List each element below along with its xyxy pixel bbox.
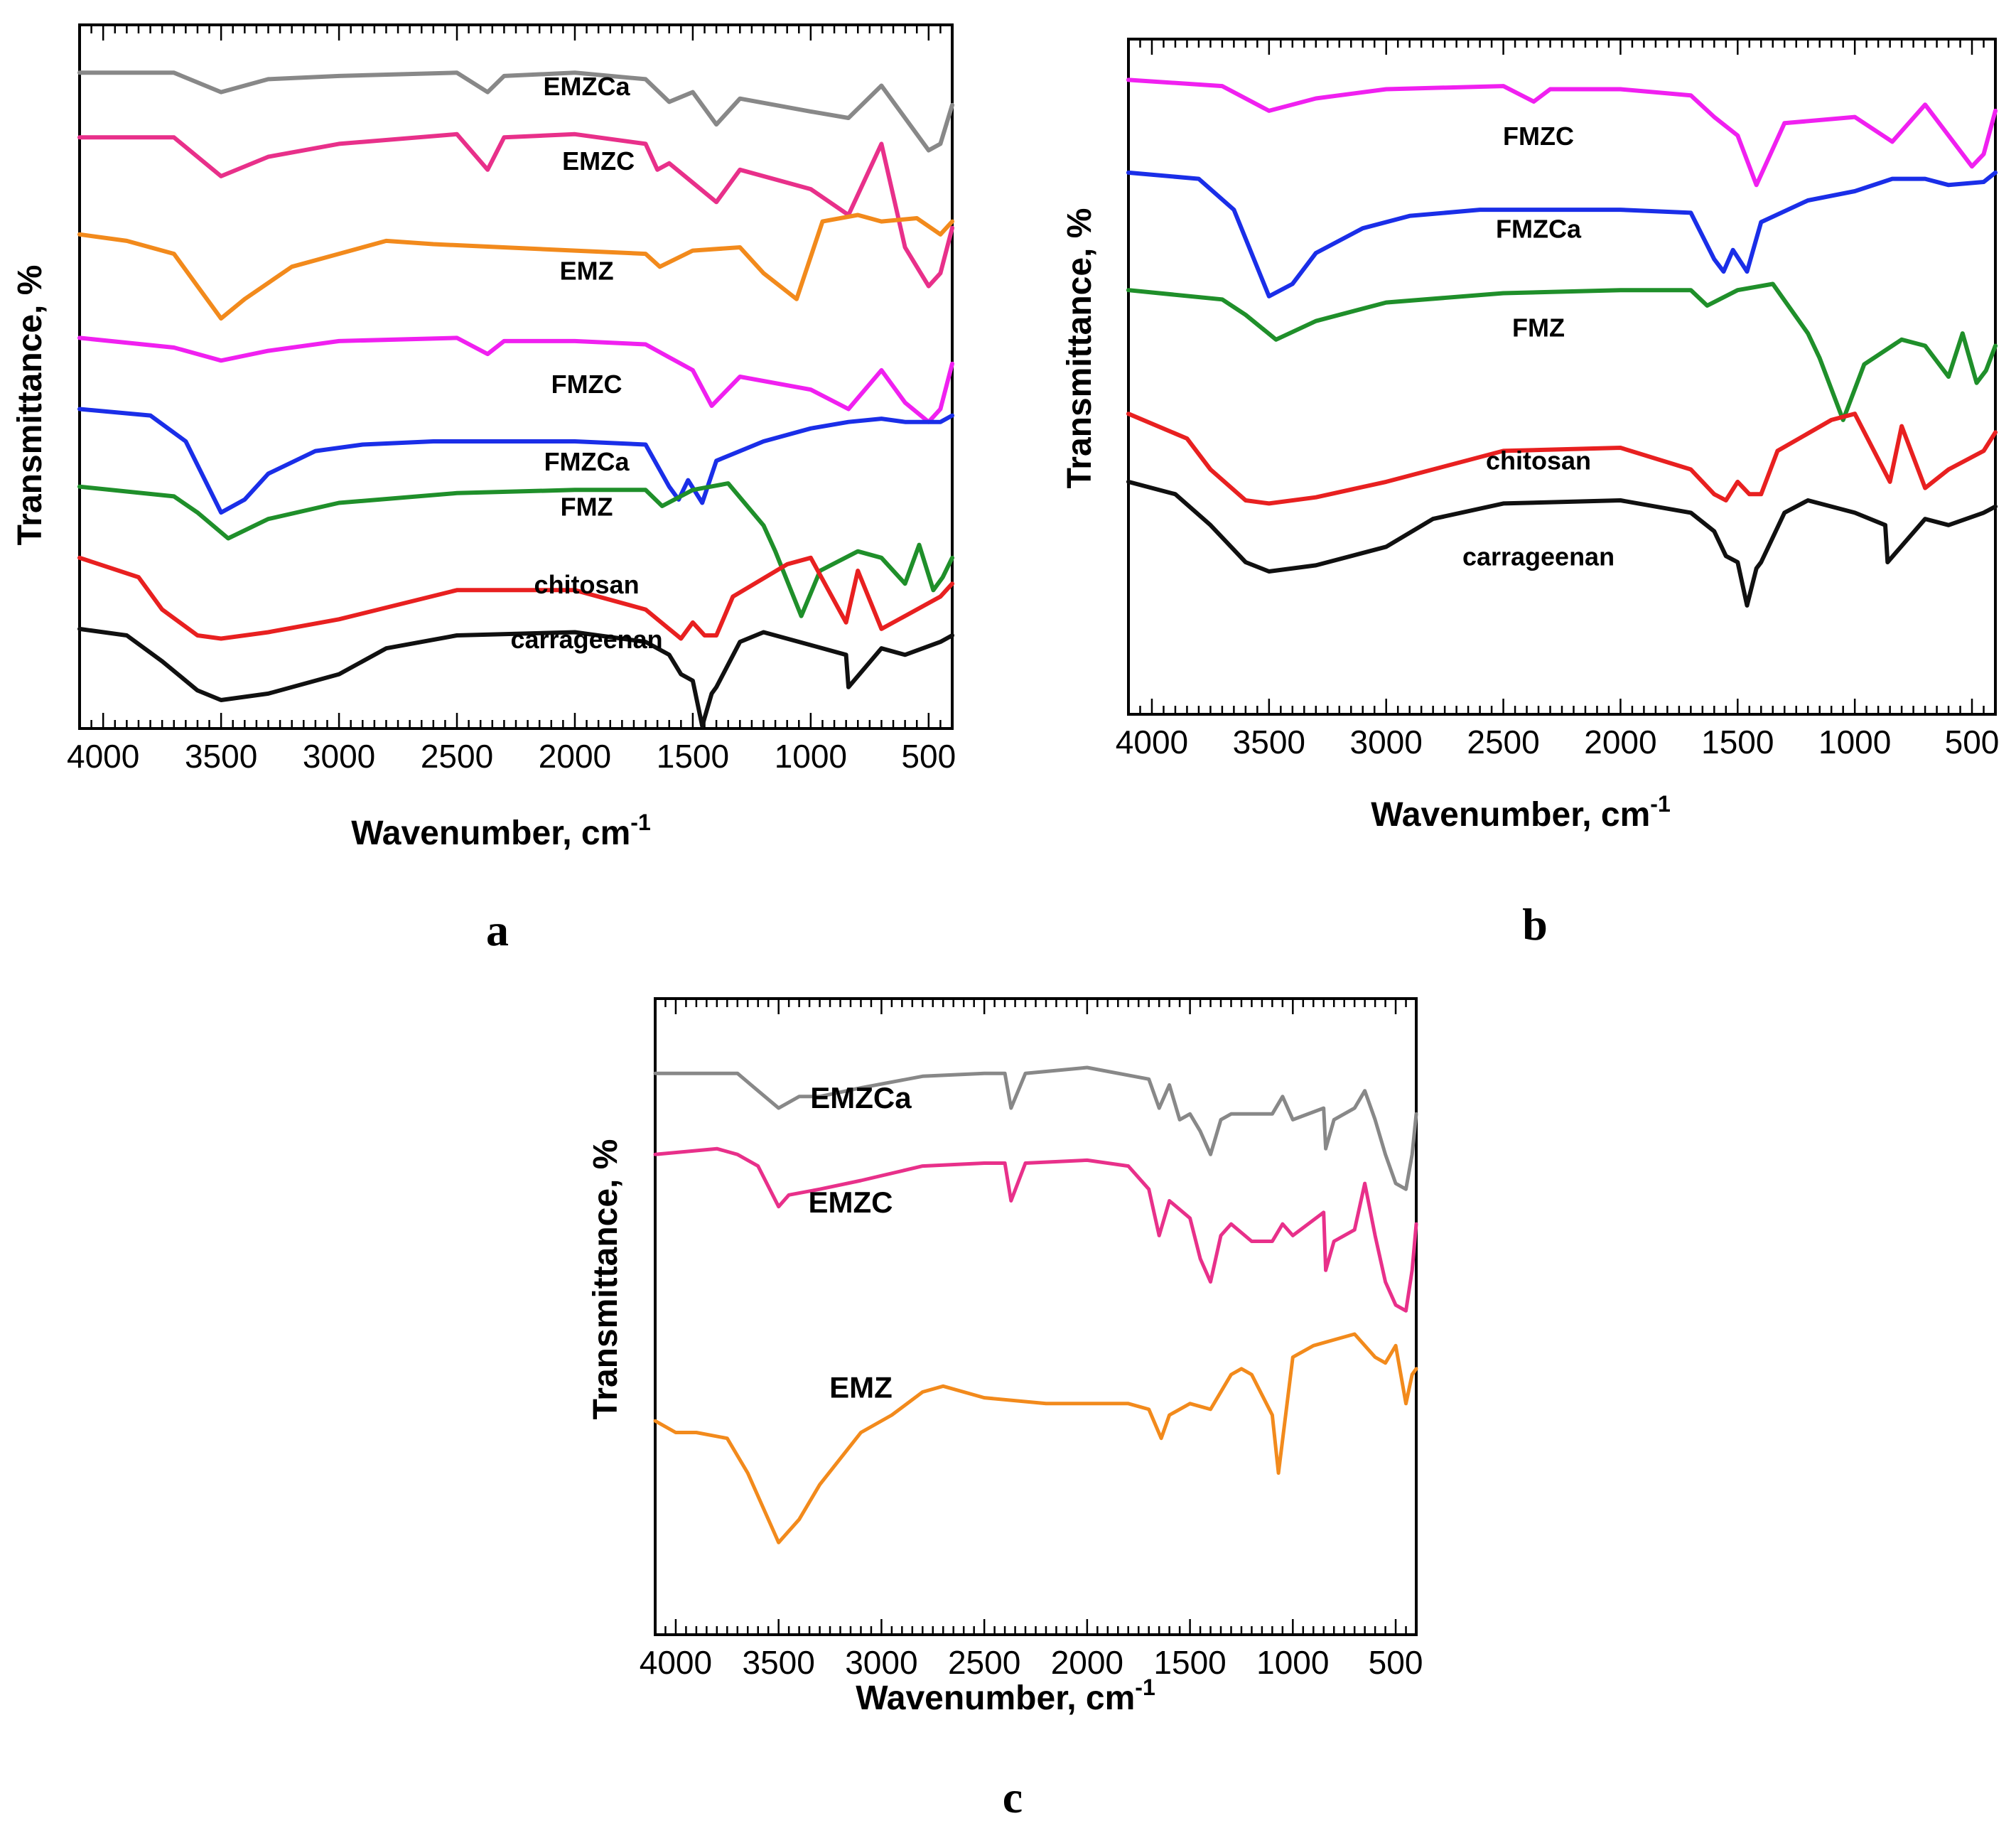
x-tick-label: 3000	[845, 1644, 917, 1681]
x-tick-label: 1500	[1153, 1644, 1226, 1681]
x-tick-label: 1000	[1256, 1644, 1329, 1681]
series-label-emzca: EMZCa	[810, 1081, 912, 1114]
series-label-fmzca: FMZCa	[544, 447, 630, 476]
chart-panel-c: 4000 3500 3000 2500 2000 1500 1000 500 Wavenumbe…	[587, 997, 1423, 1822]
series-line-carrageenan	[1126, 479, 1998, 608]
x-tick-label: 2000	[539, 738, 611, 775]
series-label-emzca: EMZCa	[544, 72, 631, 101]
x-axis-title: Wavenumber, cm-1	[1371, 791, 1670, 834]
series-label-emz: EMZ	[560, 257, 614, 286]
series-label-fmzc: FMZC	[551, 370, 622, 399]
series-label-carrageenan: carrageenan	[511, 625, 663, 654]
x-tick-label: 2000	[1584, 724, 1656, 760]
series-line-fmzc	[1126, 77, 1998, 188]
x-tick-label: 3500	[1233, 724, 1305, 760]
series-label-chitosan: chitosan	[1486, 446, 1591, 475]
x-tick-label: 1000	[1818, 724, 1891, 760]
x-tick-label: 4000	[1116, 724, 1188, 760]
series-label-fmz: FMZ	[561, 493, 613, 522]
x-tick-label: 2000	[1051, 1644, 1123, 1681]
series-label-fmzc: FMZC	[1503, 122, 1574, 151]
plot-frame	[78, 23, 954, 730]
series-line-emzca	[77, 70, 954, 153]
chart-panel-b: 4000 3500 3000 2500 2000 1500 1000 500 Wavenumbe…	[1061, 38, 2000, 950]
x-tick-label: 2500	[948, 1644, 1020, 1681]
panel-letter: c	[1003, 1772, 1023, 1822]
series-line-emz	[77, 213, 954, 321]
x-tick-label: 500	[901, 738, 956, 775]
series-line-fmzc	[77, 335, 954, 424]
series-label-fmzca: FMZCa	[1496, 214, 1582, 243]
chart-panel-a: 4000 3500 3000 2500 2000 1500 1000 500 Wavenumbe…	[11, 23, 956, 955]
x-tick-label: 1000	[775, 738, 847, 775]
x-minor-ticks	[1127, 39, 1997, 714]
x-tick-label: 3000	[303, 738, 375, 775]
x-tick-label: 3000	[1350, 724, 1423, 760]
x-tick-label: 4000	[67, 738, 139, 775]
series-label-emz: EMZ	[829, 1371, 893, 1404]
plot-frame	[654, 997, 1418, 1636]
y-axis-title: Transmittance, %	[587, 1139, 625, 1420]
x-tick-label: 500	[1945, 724, 2000, 760]
x-tick-label: 3500	[185, 738, 257, 775]
panel-letter: a	[486, 905, 509, 955]
x-minor-ticks	[654, 999, 1418, 1635]
series-line-fmz	[1126, 281, 1998, 422]
y-axis-title: Transmittance, %	[11, 265, 49, 546]
x-minor-ticks	[78, 25, 954, 729]
x-tick-label: 1500	[657, 738, 729, 775]
series-line-chitosan	[1126, 412, 1998, 506]
x-tick-label: 500	[1369, 1644, 1423, 1681]
series-label-carrageenan: carrageenan	[1462, 542, 1615, 571]
x-tick-label: 2500	[421, 738, 493, 775]
series-line-emz	[653, 1332, 1418, 1544]
series-line-emzca	[653, 1065, 1418, 1191]
x-tick-label: 1500	[1701, 724, 1774, 760]
series-label-chitosan: chitosan	[534, 570, 640, 599]
y-axis-title: Transmittance, %	[1061, 208, 1099, 489]
series-line-fmzca	[1126, 170, 1998, 299]
series-line-carrageenan	[77, 626, 954, 729]
series-line-fmz	[77, 481, 954, 618]
x-axis-title: Wavenumber, cm-1	[351, 810, 650, 852]
series-line-emzc	[77, 131, 954, 289]
series-line-fmzca	[77, 407, 954, 515]
series-line-emzc	[653, 1146, 1418, 1313]
x-tick-label: 3500	[743, 1644, 815, 1681]
panel-letter: b	[1522, 899, 1548, 950]
series-label-emzc: EMZC	[808, 1186, 893, 1219]
x-tick-label: 4000	[640, 1644, 712, 1681]
series-label-emzc: EMZC	[562, 146, 635, 176]
series-label-fmz: FMZ	[1512, 313, 1565, 342]
x-axis-title: Wavenumber, cm-1	[856, 1675, 1155, 1717]
x-tick-label: 2500	[1467, 724, 1539, 760]
series-line-chitosan	[77, 555, 954, 641]
